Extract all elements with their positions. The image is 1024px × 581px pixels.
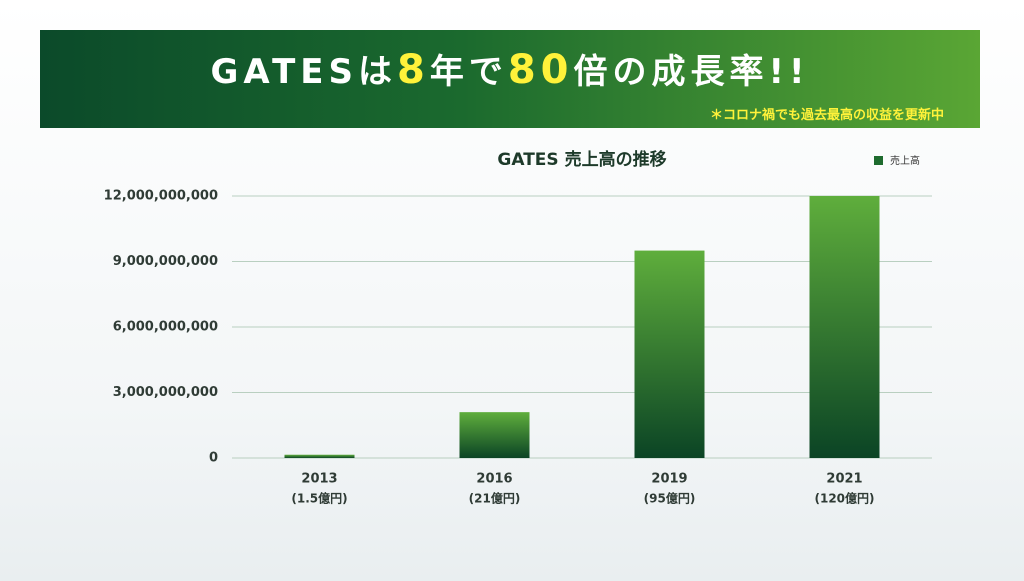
x-tick-label: 2013 (301, 472, 337, 487)
y-tick-label: 6,000,000,000 (113, 320, 218, 335)
x-tick-note: (95億円) (644, 491, 696, 506)
bar (284, 454, 355, 458)
y-tick-label: 12,000,000,000 (104, 189, 218, 204)
chart-title: GATES 売上高の推移 (497, 149, 666, 170)
title-part: 倍の成長率!! (573, 52, 810, 92)
title-highlight: 80 (507, 47, 574, 93)
x-tick-label: 2021 (826, 472, 862, 487)
x-tick-label: 2016 (476, 472, 512, 487)
banner-title: GATESは8年で80倍の成長率!! (40, 44, 980, 93)
banner-note: ＊コロナ禍でも過去最高の収益を更新中 (709, 108, 944, 123)
bar (634, 250, 705, 458)
y-tick-label: 3,000,000,000 (113, 385, 218, 400)
title-highlight: 8 (396, 47, 430, 93)
x-tick-note: (120億円) (814, 491, 874, 506)
x-tick-note: (1.5億円) (291, 491, 347, 506)
bar (459, 412, 530, 458)
x-tick-note: (21億円) (469, 491, 521, 506)
y-tick-label: 9,000,000,000 (113, 254, 218, 269)
title-part: GATESは (210, 52, 397, 92)
legend-label: 売上高 (890, 154, 920, 167)
legend-swatch (874, 156, 883, 165)
y-tick-label: 0 (209, 451, 218, 466)
banner: GATESは8年で80倍の成長率!! ＊コロナ禍でも過去最高の収益を更新中 (40, 30, 980, 128)
bar (809, 196, 880, 458)
title-part: 年で (429, 52, 508, 92)
x-tick-label: 2019 (651, 472, 687, 487)
